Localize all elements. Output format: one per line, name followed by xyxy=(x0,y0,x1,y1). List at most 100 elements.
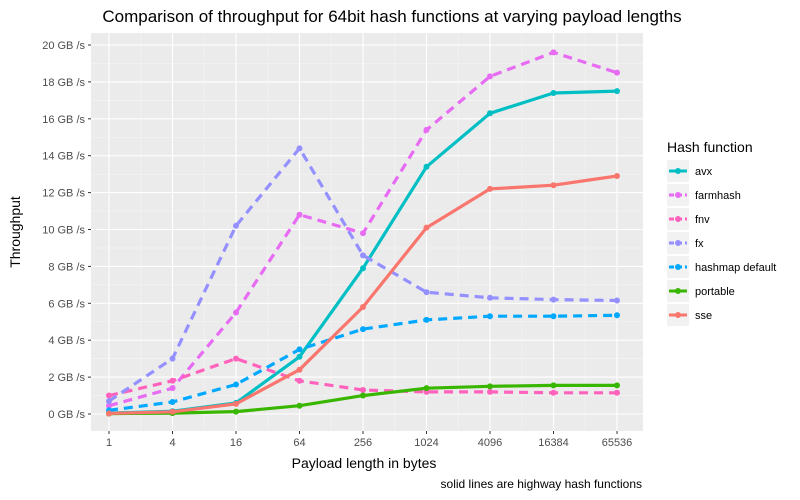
series-farmhash xyxy=(106,49,620,409)
point-farmhash xyxy=(550,49,557,56)
point-fx xyxy=(423,289,430,296)
point-hashmap-default xyxy=(360,326,366,333)
point-sse xyxy=(296,366,303,373)
x-tick-label: 4096 xyxy=(478,437,502,449)
series-fnv xyxy=(106,355,620,399)
point-portable xyxy=(614,382,620,389)
x-tick-label: 1 xyxy=(106,437,112,449)
legend-label-fnv: fnv xyxy=(695,214,710,226)
y-axis-title: Throughput xyxy=(7,196,23,268)
legend-label-farmhash: farmhash xyxy=(695,190,741,202)
point-avx xyxy=(296,353,303,360)
chart-caption: solid lines are highway hash functions xyxy=(441,477,642,491)
point-fnv xyxy=(169,377,176,384)
line-fx xyxy=(108,146,618,403)
point-sse xyxy=(550,182,557,189)
x-tick-label: 16 xyxy=(230,437,242,449)
y-tick-label: 18 GB /s xyxy=(42,77,85,89)
point-fnv xyxy=(360,387,366,394)
legend-label-fx: fx xyxy=(695,238,704,250)
point-sse xyxy=(233,400,239,407)
point-fnv xyxy=(233,355,239,362)
point-portable xyxy=(360,392,366,399)
plot-panel xyxy=(91,33,643,431)
point-avx xyxy=(423,163,430,170)
point-sse xyxy=(487,185,493,192)
point-farmhash xyxy=(106,402,112,409)
point-avx xyxy=(614,88,620,95)
x-axis-title: Payload length in bytes xyxy=(292,455,437,471)
y-tick-label: 16 GB /s xyxy=(42,114,85,126)
legend-label-avx: avx xyxy=(695,166,713,178)
point-hashmap-default xyxy=(169,399,176,406)
point-avx xyxy=(550,89,557,96)
point-sse xyxy=(169,408,176,415)
legend-key-point-fnv xyxy=(675,216,681,222)
point-fx xyxy=(106,398,112,405)
legend-key-point-sse xyxy=(675,312,681,318)
legend-key-point-avx xyxy=(675,168,681,174)
point-farmhash xyxy=(169,385,176,392)
legend-key-point-portable xyxy=(675,288,681,294)
point-farmhash xyxy=(423,126,430,133)
point-hashmap-default xyxy=(423,316,430,323)
y-tick-label: 0 GB /s xyxy=(48,409,85,421)
y-tick-label: 20 GB /s xyxy=(42,40,85,52)
point-fx xyxy=(296,145,303,152)
legend: Hash function avx farmhash fnv fx hashmap de… xyxy=(667,139,776,326)
x-tick-label: 4 xyxy=(169,437,175,449)
point-fnv xyxy=(614,389,620,396)
point-fnv xyxy=(106,392,112,399)
chart-title: Comparison of throughput for 64bit hash … xyxy=(102,7,681,26)
point-portable xyxy=(550,382,557,389)
y-tick-label: 12 GB /s xyxy=(42,188,85,200)
point-sse xyxy=(423,224,430,231)
point-fx xyxy=(550,296,557,303)
point-portable xyxy=(487,383,493,390)
legend-label-hashmap-default: hashmap default xyxy=(695,262,776,274)
point-sse xyxy=(106,410,112,417)
point-fnv xyxy=(550,389,557,396)
legend-key-point-hashmap-default xyxy=(675,264,681,270)
point-farmhash xyxy=(360,230,366,237)
point-hashmap-default xyxy=(614,312,620,319)
point-farmhash xyxy=(614,69,620,76)
point-hashmap-default xyxy=(550,313,557,320)
point-hashmap-default xyxy=(487,313,493,320)
point-hashmap-default xyxy=(233,381,239,388)
point-farmhash xyxy=(296,211,303,218)
x-tick-label: 64 xyxy=(293,437,305,449)
point-fx xyxy=(487,294,493,301)
series-portable xyxy=(106,382,620,417)
point-avx xyxy=(360,265,366,272)
series-hashmap-default xyxy=(106,312,620,414)
series-sse xyxy=(106,172,620,417)
y-tick-label: 10 GB /s xyxy=(42,225,85,237)
legend-title: Hash function xyxy=(667,139,753,155)
series-lines xyxy=(106,49,620,417)
y-tick-label: 4 GB /s xyxy=(48,335,85,347)
point-farmhash xyxy=(487,73,493,80)
point-fnv xyxy=(487,388,493,395)
line-hashmap-default xyxy=(108,313,618,412)
y-tick-label: 2 GB /s xyxy=(48,372,85,384)
legend-key-point-farmhash xyxy=(675,192,681,198)
point-fx xyxy=(614,297,620,304)
point-fnv xyxy=(296,377,303,384)
point-fx xyxy=(233,222,239,229)
y-tick-label: 6 GB /s xyxy=(48,298,85,310)
point-hashmap-default xyxy=(296,346,303,353)
point-avx xyxy=(487,110,493,117)
point-fx xyxy=(360,252,366,259)
y-tick-label: 14 GB /s xyxy=(42,151,85,163)
legend-label-portable: portable xyxy=(695,286,735,298)
point-farmhash xyxy=(233,309,239,316)
y-axis: 0 GB /s 2 GB /s 4 GB /s 6 GB /s 8 GB /s 10 GB… xyxy=(42,40,91,421)
point-portable xyxy=(423,385,430,392)
x-tick-label: 16384 xyxy=(538,437,569,449)
x-tick-label: 65536 xyxy=(602,437,633,449)
point-sse xyxy=(360,303,366,310)
series-fx xyxy=(106,145,620,405)
y-tick-label: 8 GB /s xyxy=(48,261,85,273)
legend-key-point-fx xyxy=(675,240,681,246)
